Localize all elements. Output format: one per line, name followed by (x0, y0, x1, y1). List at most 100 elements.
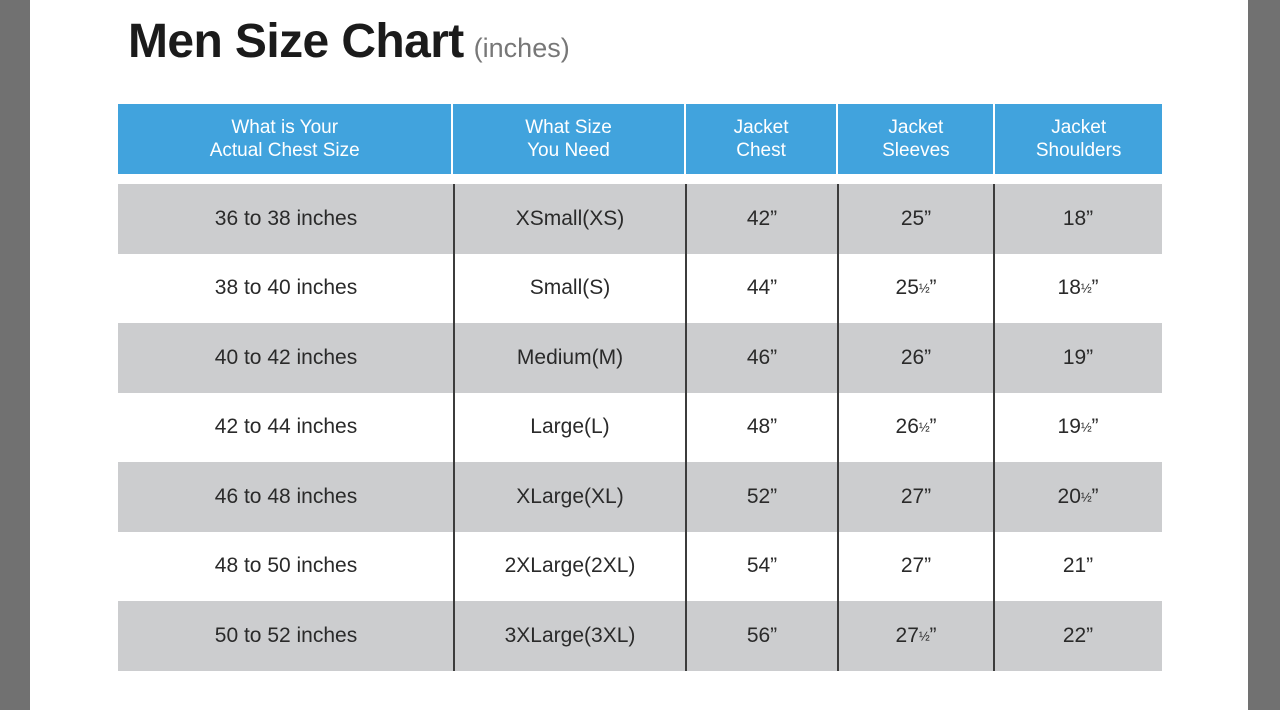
cell-jacket_shoulders: 20½” (994, 462, 1162, 532)
cell-value: 46 to 48 inches (214, 484, 358, 508)
column-separator-2 (837, 184, 839, 671)
cell-jacket_chest: 56” (686, 601, 838, 671)
cell-jacket_sleeves: 26½” (838, 393, 994, 463)
letterbox-right (1248, 0, 1280, 710)
cell-value: 21” (1062, 554, 1094, 578)
cell-value: Small(S) (529, 276, 611, 300)
cell-jacket_chest: 52” (686, 462, 838, 532)
table-body: 36 to 38 inches XSmall(XS) 42” 25” 18” 38 to … (118, 184, 1162, 671)
cell-value: 50 to 52 inches (214, 623, 358, 647)
cell-jacket_chest: 54” (686, 532, 838, 602)
cell-value: 48” (746, 415, 778, 439)
table-row: 50 to 52 inches 3XLarge(3XL) 56” 27½” 22” (118, 601, 1162, 671)
cell-chest_range: 38 to 40 inches (118, 254, 454, 324)
column-header-1: What Size You Need (453, 104, 684, 174)
cell-value: 22” (1062, 623, 1094, 647)
cell-jacket_chest: 46” (686, 323, 838, 393)
column-header-4: Jacket Shoulders (995, 104, 1163, 174)
cell-value: 25½” (895, 276, 937, 300)
cell-jacket_shoulders: 18” (994, 184, 1162, 254)
cell-value: 18½” (1057, 276, 1099, 300)
table-row: 46 to 48 inches XLarge(XL) 52” 27” 20½” (118, 462, 1162, 532)
cell-value: 48 to 50 inches (214, 554, 358, 578)
cell-value: 26½” (895, 415, 937, 439)
cell-jacket_sleeves: 26” (838, 323, 994, 393)
cell-jacket_sleeves: 27” (838, 462, 994, 532)
cell-value: Large(L) (530, 415, 610, 439)
page-title-main: Men Size Chart (128, 15, 464, 68)
cell-value: 19½” (1057, 415, 1099, 439)
cell-jacket_sleeves: 25” (838, 184, 994, 254)
cell-value: 44” (746, 276, 778, 300)
cell-value: 40 to 42 inches (214, 345, 358, 369)
column-header-line1: What is Your (231, 116, 339, 138)
cell-chest_range: 48 to 50 inches (118, 532, 454, 602)
cell-value: 26” (900, 345, 932, 369)
column-header-2: Jacket Chest (685, 104, 837, 174)
cell-value: 38 to 40 inches (214, 276, 358, 300)
column-header-line2: Chest (736, 140, 786, 161)
cell-size_needed: 3XLarge(3XL) (454, 601, 686, 671)
column-header-line1: Jacket (1051, 116, 1107, 138)
cell-chest_range: 50 to 52 inches (118, 601, 454, 671)
cell-value: 52” (746, 484, 778, 508)
cell-value: 2XLarge(2XL) (504, 554, 636, 578)
cell-value: XLarge(XL) (516, 484, 624, 508)
letterbox-left (0, 0, 30, 710)
half-fraction: ½ (1080, 419, 1092, 435)
cell-value: XSmall(XS) (515, 206, 625, 230)
column-header-line2: Actual Chest Size (209, 140, 360, 161)
column-header-0: What is Your Actual Chest Size (118, 104, 452, 174)
cell-size_needed: XSmall(XS) (454, 184, 686, 254)
column-header-line1: What Size (525, 116, 612, 138)
cell-jacket_shoulders: 22” (994, 601, 1162, 671)
cell-chest_range: 46 to 48 inches (118, 462, 454, 532)
cell-jacket_shoulders: 19” (994, 323, 1162, 393)
slide-canvas: Men Size Chart (inches) What is Your Actu… (30, 0, 1248, 710)
half-fraction: ½ (1080, 280, 1092, 296)
table-row: 48 to 50 inches 2XLarge(2XL) 54” 27” 21” (118, 531, 1162, 602)
cell-chest_range: 40 to 42 inches (118, 323, 454, 393)
cell-value: 18” (1062, 206, 1094, 230)
size-chart-table: What is Your Actual Chest Size What Size Yo… (118, 104, 1163, 671)
column-header-line1: Jacket (733, 116, 789, 138)
cell-value: 27½” (895, 623, 937, 647)
cell-size_needed: XLarge(XL) (454, 462, 686, 532)
column-separator-3 (993, 184, 995, 671)
cell-jacket_sleeves: 27½” (838, 601, 994, 671)
half-fraction: ½ (918, 419, 930, 435)
half-fraction: ½ (1080, 489, 1092, 505)
cell-value: 42” (746, 206, 778, 230)
cell-size_needed: Small(S) (454, 254, 686, 324)
cell-value: 42 to 44 inches (214, 415, 358, 439)
cell-jacket_shoulders: 19½” (994, 393, 1162, 463)
table-row: 36 to 38 inches XSmall(XS) 42” 25” 18” (118, 184, 1162, 254)
cell-value: 54” (746, 554, 778, 578)
half-fraction: ½ (918, 628, 930, 644)
cell-value: 46” (746, 345, 778, 369)
cell-value: 3XLarge(3XL) (504, 623, 636, 647)
table-header-row: What is Your Actual Chest Size What Size Yo… (118, 104, 1163, 174)
cell-value: 19” (1062, 345, 1094, 369)
table-row: 42 to 44 inches Large(L) 48” 26½” 19½” (118, 392, 1162, 463)
cell-value: 20½” (1057, 484, 1099, 508)
half-fraction: ½ (918, 280, 930, 296)
cell-value: 27” (900, 484, 932, 508)
page-title-unit: (inches) (473, 33, 570, 63)
column-separator-0 (453, 184, 455, 671)
page-title: Men Size Chart (inches) (128, 18, 570, 66)
column-header-line2: Shoulders (1035, 140, 1122, 161)
header-body-gap (118, 174, 1162, 184)
cell-jacket_sleeves: 25½” (838, 254, 994, 324)
cell-value: 36 to 38 inches (214, 206, 358, 230)
cell-size_needed: 2XLarge(2XL) (454, 532, 686, 602)
column-header-3: Jacket Sleeves (838, 104, 994, 174)
cell-jacket_chest: 48” (686, 393, 838, 463)
cell-jacket_shoulders: 18½” (994, 254, 1162, 324)
cell-jacket_shoulders: 21” (994, 532, 1162, 602)
cell-jacket_chest: 44” (686, 254, 838, 324)
cell-value: 25” (900, 206, 932, 230)
cell-size_needed: Medium(M) (454, 323, 686, 393)
cell-value: Medium(M) (516, 345, 624, 369)
